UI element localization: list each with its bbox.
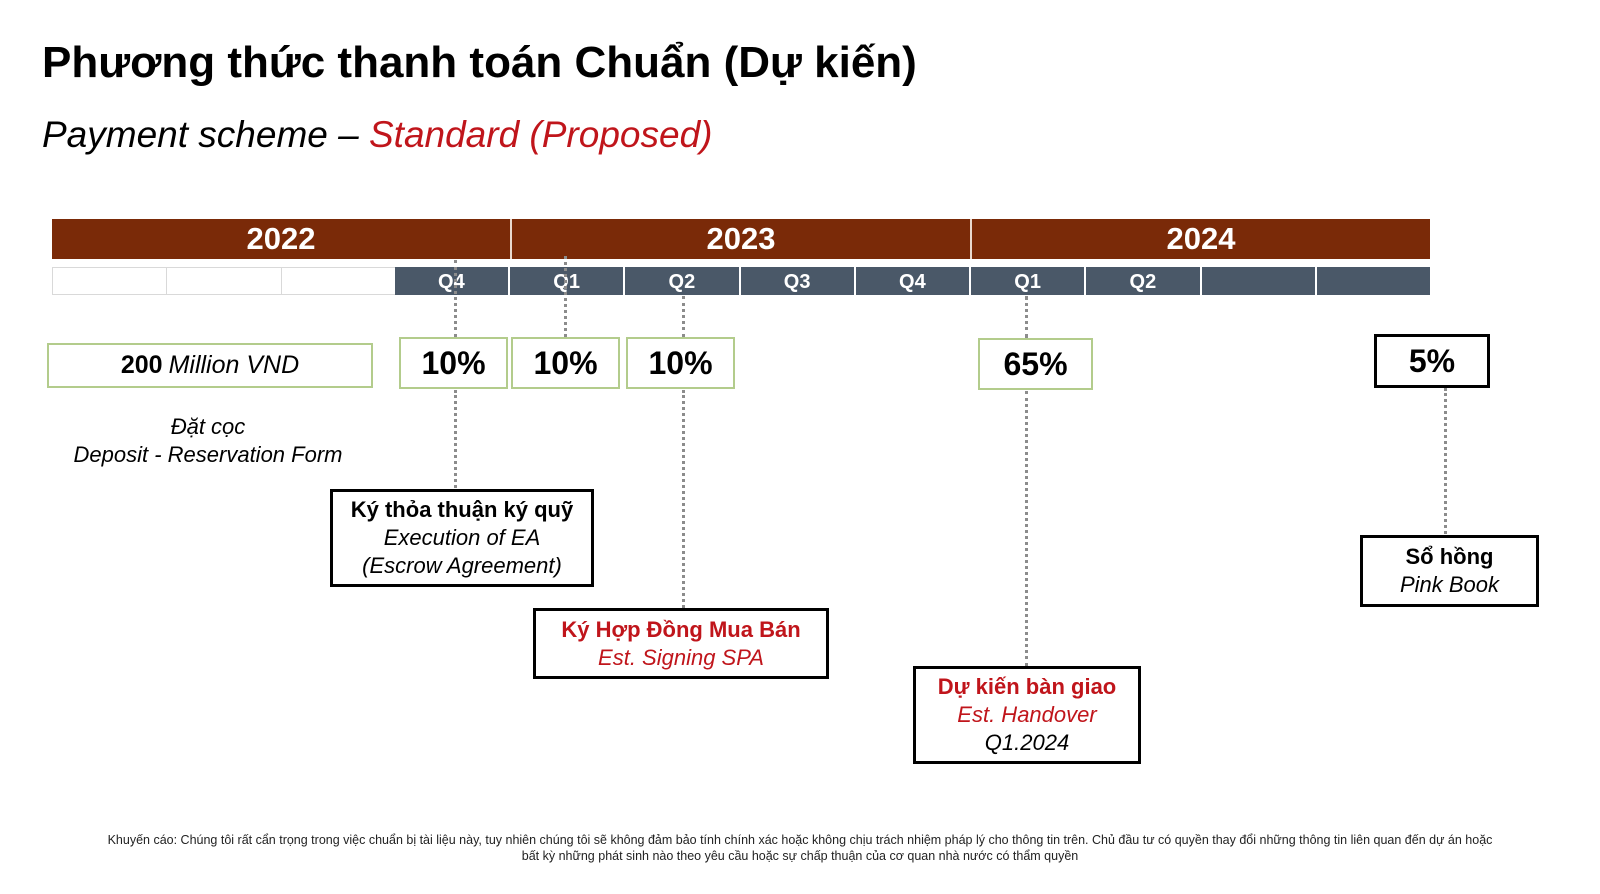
quarter-cell-2024-q2: Q2 <box>1086 267 1202 295</box>
page-subtitle: Payment scheme – Standard (Proposed) <box>42 114 712 156</box>
page-title: Phương thức thanh toán Chuẩn (Dự kiến) <box>42 38 917 87</box>
quarter-cell-2023-q4: Q4 <box>855 267 971 295</box>
payment-box-4: 65% <box>978 338 1093 390</box>
milestone-spa-vn: Ký Hợp Đồng Mua Bán <box>561 616 801 642</box>
quarter-cell <box>1201 267 1317 295</box>
milestone-spa-en: Est. Signing SPA <box>598 644 764 670</box>
connector-q2-2023-lower <box>682 390 685 608</box>
payment-box-1: 10% <box>399 337 508 389</box>
year-bar: 2022 2023 2024 <box>52 219 1430 259</box>
deposit-label-vn: Đặt cọc <box>170 414 246 439</box>
connector-q4-2022 <box>454 260 457 337</box>
quarter-cell-2023-q2: Q2 <box>625 267 741 295</box>
milestone-pinkbook: Sổ hồng Pink Book <box>1360 535 1539 607</box>
quarter-cell <box>166 267 281 295</box>
year-2022: 2022 <box>52 219 512 259</box>
quarter-cell-2024-q1: Q1 <box>971 267 1087 295</box>
payment-box-5: 5% <box>1374 334 1490 388</box>
milestone-escrow-en2: (Escrow Agreement) <box>362 553 562 578</box>
milestone-escrow-en1: Execution of EA <box>383 525 541 550</box>
subtitle-prefix: Payment scheme – <box>42 114 369 155</box>
milestone-handover-en: Est. Handover <box>957 702 1097 727</box>
quarter-cell <box>52 267 167 295</box>
quarter-cell <box>280 267 395 295</box>
quarter-cell <box>1316 267 1430 295</box>
deposit-amount: 200 <box>120 351 163 379</box>
milestone-pinkbook-vn: Sổ hồng <box>1405 544 1494 569</box>
quarter-cell-2023-q3: Q3 <box>740 267 856 295</box>
deposit-label: Đặt cọc Deposit - Reservation Form <box>60 413 356 469</box>
quarter-cell-2022-q4: Q4 <box>394 267 510 295</box>
year-2023: 2023 <box>512 219 972 259</box>
milestone-handover-date: Q1.2024 <box>984 730 1070 755</box>
disclaimer: Khuyến cáo: Chúng tôi rất cẩn trọng tron… <box>40 832 1560 864</box>
quarter-row: Q4 Q1 Q2 Q3 Q4 Q1 Q2 <box>52 267 1430 295</box>
deposit-amount-box: 200 Million VND <box>47 343 373 388</box>
milestone-pinkbook-en: Pink Book <box>1399 572 1500 597</box>
connector-q1-2023 <box>564 256 567 337</box>
milestone-spa: Ký Hợp Đồng Mua Bán Est. Signing SPA <box>533 608 829 679</box>
milestone-handover-vn: Dự kiến bàn giao <box>937 674 1117 699</box>
quarter-cell-2023-q1: Q1 <box>510 267 626 295</box>
subtitle-accent: Standard (Proposed) <box>368 114 713 155</box>
payment-box-2: 10% <box>511 337 620 389</box>
connector-q4-2022-lower <box>454 390 457 488</box>
connector-q1-2024-lower <box>1025 391 1028 666</box>
disclaimer-line-1: Khuyến cáo: Chúng tôi rất cẩn trọng tron… <box>107 833 1493 847</box>
milestone-escrow-vn: Ký thỏa thuận ký quỹ <box>350 497 574 522</box>
connector-pinkbook <box>1444 388 1447 534</box>
deposit-unit: Million VND <box>168 351 300 379</box>
milestone-handover: Dự kiến bàn giao Est. Handover Q1.2024 <box>913 666 1141 764</box>
milestone-escrow: Ký thỏa thuận ký quỹ Execution of EA (Es… <box>330 489 594 587</box>
connector-q1-2024 <box>1025 296 1028 338</box>
deposit-label-en: Deposit - Reservation Form <box>73 442 343 467</box>
disclaimer-line-2: bất kỳ những phát sinh nào theo yêu cầu … <box>521 849 1079 863</box>
year-2024: 2024 <box>972 219 1430 259</box>
connector-q2-2023 <box>682 296 685 337</box>
payment-box-3: 10% <box>626 337 735 389</box>
